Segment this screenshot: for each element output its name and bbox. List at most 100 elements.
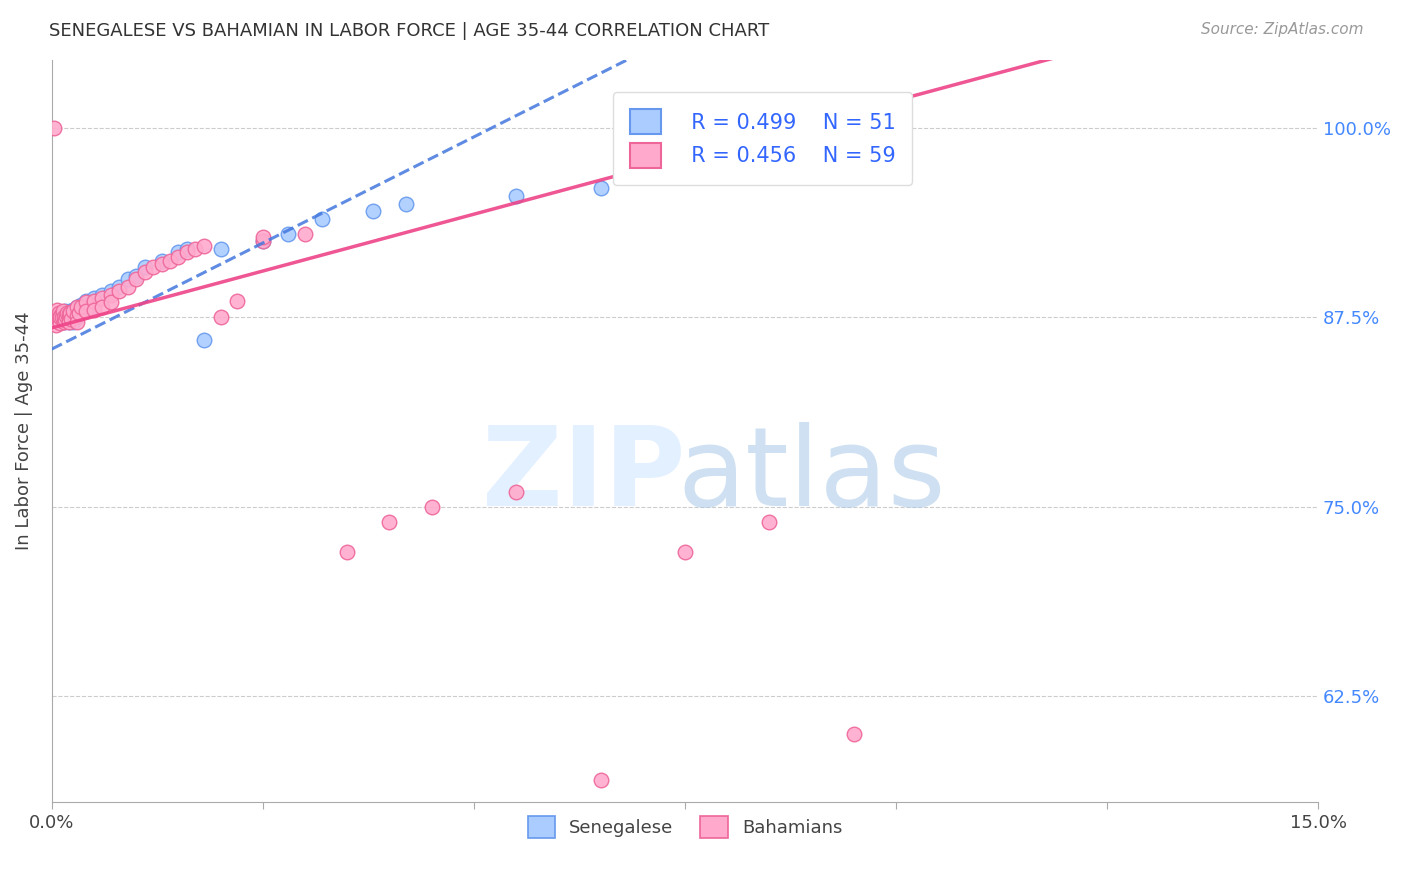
Point	[59, 304, 82, 318]
Point	[75, 302, 97, 317]
Point	[55, 309, 77, 323]
Point	[378, 515, 401, 529]
Point	[395, 196, 418, 211]
Point	[75, 304, 97, 318]
Point	[58, 311, 80, 326]
Point	[311, 211, 333, 226]
Point	[48, 310, 70, 325]
Point	[134, 260, 156, 275]
Point	[108, 280, 131, 294]
Point	[49, 315, 72, 329]
Point	[150, 257, 173, 271]
Point	[48, 306, 70, 320]
Point	[53, 310, 76, 325]
Point	[49, 306, 72, 320]
Point	[67, 304, 90, 318]
Point	[66, 300, 89, 314]
Point	[62, 302, 84, 317]
Point	[252, 235, 274, 249]
Text: ZIP: ZIP	[482, 422, 685, 529]
Point	[142, 260, 165, 275]
Point	[58, 315, 80, 329]
Point	[49, 316, 72, 330]
Point	[100, 285, 122, 299]
Point	[733, 136, 755, 150]
Point	[167, 250, 190, 264]
Point	[176, 245, 198, 260]
Point	[49, 310, 72, 325]
Text: atlas: atlas	[678, 422, 946, 529]
Point	[55, 311, 77, 326]
Point	[193, 333, 215, 347]
Point	[75, 293, 97, 308]
Point	[648, 159, 671, 173]
Text: Source: ZipAtlas.com: Source: ZipAtlas.com	[1201, 22, 1364, 37]
Point	[252, 235, 274, 249]
Point	[56, 309, 79, 323]
Point	[45, 310, 67, 325]
Point	[75, 295, 97, 310]
Point	[51, 310, 73, 325]
Point	[45, 302, 67, 317]
Point	[91, 287, 114, 301]
Point	[100, 295, 122, 310]
Point	[134, 265, 156, 279]
Point	[56, 306, 79, 320]
Text: SENEGALESE VS BAHAMIAN IN LABOR FORCE | AGE 35-44 CORRELATION CHART: SENEGALESE VS BAHAMIAN IN LABOR FORCE | …	[49, 22, 769, 40]
Point	[83, 302, 105, 317]
Point	[83, 293, 105, 308]
Point	[60, 311, 83, 326]
Point	[58, 311, 80, 326]
Point	[70, 300, 93, 314]
Point	[46, 310, 69, 325]
Point	[58, 307, 80, 321]
Point	[52, 304, 75, 318]
Point	[505, 189, 527, 203]
Point	[209, 242, 232, 256]
Point	[52, 313, 75, 327]
Point	[58, 315, 80, 329]
Point	[44, 120, 66, 135]
Point	[49, 310, 72, 325]
Point	[159, 254, 181, 268]
Point	[83, 300, 105, 314]
Point	[70, 298, 93, 312]
Point	[66, 309, 89, 323]
Point	[176, 242, 198, 256]
Point	[51, 309, 73, 323]
Point	[336, 545, 359, 559]
Point	[91, 300, 114, 314]
Point	[150, 254, 173, 268]
Point	[589, 772, 612, 787]
Point	[53, 313, 76, 327]
Point	[45, 318, 67, 332]
Point	[209, 310, 232, 325]
Y-axis label: In Labor Force | Age 35-44: In Labor Force | Age 35-44	[15, 311, 32, 550]
Point	[52, 315, 75, 329]
Point	[226, 293, 249, 308]
Point	[66, 315, 89, 329]
Point	[62, 304, 84, 318]
Point	[673, 545, 696, 559]
Point	[184, 242, 207, 256]
Point	[117, 272, 139, 286]
Point	[294, 227, 316, 241]
Point	[58, 307, 80, 321]
Point	[62, 315, 84, 329]
Point	[48, 310, 70, 325]
Point	[125, 269, 148, 284]
Point	[758, 515, 780, 529]
Point	[252, 230, 274, 244]
Point	[277, 227, 299, 241]
Point	[49, 309, 72, 323]
Point	[60, 309, 83, 323]
Point	[505, 484, 527, 499]
Point	[361, 204, 384, 219]
Point	[91, 291, 114, 305]
Point	[67, 306, 90, 320]
Point	[53, 315, 76, 329]
Point	[108, 285, 131, 299]
Point	[53, 306, 76, 320]
Point	[125, 272, 148, 286]
Point	[420, 500, 443, 514]
